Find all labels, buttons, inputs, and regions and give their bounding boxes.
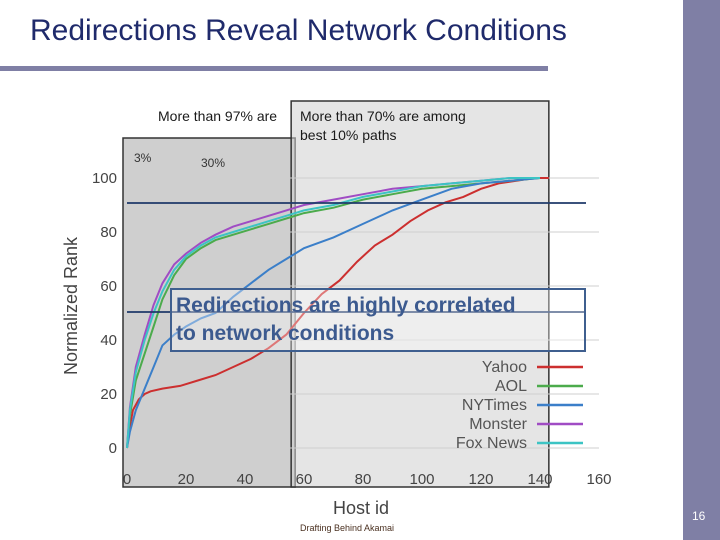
annotation-top-b: More than 70% are among (300, 108, 466, 124)
legend-label: Yahoo (482, 359, 527, 376)
y-tick-label: 60 (100, 278, 117, 295)
footer-text: Drafting Behind Akamai (300, 523, 395, 533)
callout-line-2: to network conditions (176, 322, 395, 345)
series-line (126, 177, 540, 449)
y-tick-label: 0 (109, 440, 117, 457)
x-axis-label: Host id (333, 498, 389, 518)
chart: 0 20 40 60 80 100 120 140 160 0 20 40 60 80 100 Yahoo A… (61, 100, 612, 518)
legend-label: AOL (495, 378, 527, 395)
callout-box: Redirections are highly correlated to ne… (170, 288, 586, 352)
annotation-top-a: More than 97% are (158, 108, 277, 124)
series-line (126, 177, 541, 449)
legend-label: Fox News (456, 435, 527, 452)
x-tick-label: 40 (237, 471, 254, 488)
title-rule (0, 66, 548, 71)
x-tick-label: 160 (586, 471, 611, 488)
callout-line-1: Redirections are highly correlated (176, 294, 516, 317)
legend-label: Monster (469, 416, 527, 433)
annotation-top-c: best 10% paths (300, 127, 397, 143)
series-line (126, 177, 549, 449)
x-tick-label: 140 (527, 471, 552, 488)
legend-label: NYTimes (462, 397, 527, 414)
x-tick-label: 100 (409, 471, 434, 488)
y-tick-label: 80 (100, 224, 117, 241)
series-line (126, 177, 541, 449)
shaded-region (290, 100, 550, 488)
page-number: 16 (692, 509, 706, 523)
x-tick-label: 20 (178, 471, 195, 488)
x-tick-label: 120 (468, 471, 493, 488)
slide-title: Redirections Reveal Network Conditions (30, 14, 567, 47)
annotation-mark-b: 30% (201, 156, 225, 170)
x-tick-label: 80 (355, 471, 372, 488)
y-axis-label: Normalized Rank (61, 236, 81, 375)
y-tick-label: 20 (100, 386, 117, 403)
y-tick-label: 40 (100, 332, 117, 349)
y-tick-label: 100 (92, 170, 117, 187)
annotation-mark-a: 3% (134, 151, 152, 165)
x-tick-label: 60 (296, 471, 313, 488)
right-band (683, 0, 720, 540)
x-tick-label: 0 (123, 471, 131, 488)
